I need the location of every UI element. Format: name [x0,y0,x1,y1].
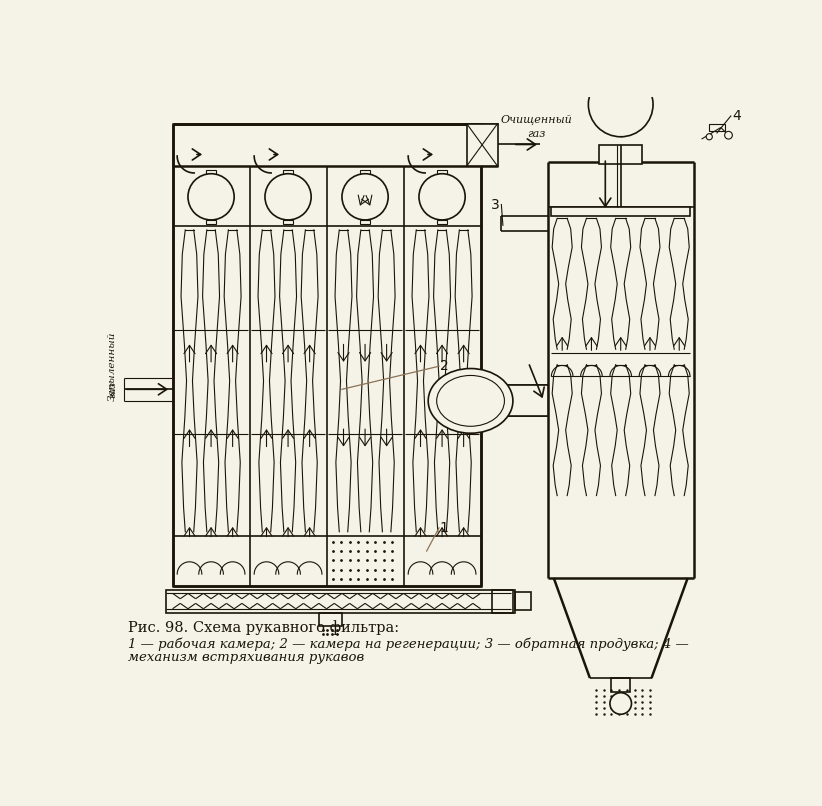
Text: 1: 1 [440,521,449,535]
Bar [360,220,371,224]
Bar [599,145,642,164]
Bar [709,123,725,131]
Text: 2: 2 [440,359,449,373]
Bar [515,592,531,610]
Bar [501,385,547,416]
Circle shape [419,174,465,220]
Bar [283,220,293,224]
Text: механизм встряхивания рукавов: механизм встряхивания рукавов [128,651,364,664]
Bar [206,170,216,174]
Circle shape [706,134,713,139]
Text: Запыленный: Запыленный [108,331,117,401]
Text: 1 — рабочая камера; 2 — камера на регенерации; 3 — обратная продувка; 4 —: 1 — рабочая камера; 2 — камера на регене… [128,638,689,650]
Bar [436,170,447,174]
Text: 4: 4 [732,109,741,123]
Bar [173,123,481,586]
Text: газ: газ [527,129,545,139]
Text: Рис. 98. Схема рукавного фильтра:: Рис. 98. Схема рукавного фильтра: [128,621,399,635]
Bar [166,589,513,613]
Bar [492,589,515,613]
Text: 3: 3 [491,197,500,211]
Bar [467,123,497,166]
Bar [283,170,293,174]
Circle shape [188,174,234,220]
Bar [206,220,216,224]
Circle shape [589,72,653,137]
Text: Очищенный: Очищенный [500,114,572,125]
Bar [436,220,447,224]
Ellipse shape [436,376,505,426]
Circle shape [610,692,631,714]
Ellipse shape [428,368,513,433]
Bar [360,170,371,174]
Bar [612,678,630,692]
Circle shape [342,174,388,220]
Circle shape [725,131,732,139]
Text: газ: газ [108,380,117,398]
Bar [552,207,690,216]
Circle shape [265,174,312,220]
Bar [319,613,342,626]
